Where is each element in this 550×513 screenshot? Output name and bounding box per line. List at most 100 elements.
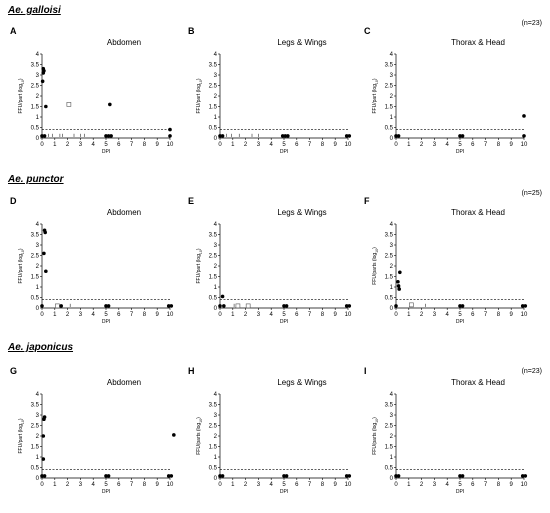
positive-point [108, 102, 112, 107]
x-tick-label: 6 [295, 312, 299, 318]
y-tick-label: 1 [214, 455, 218, 461]
panel-c: C Thorax & Head 0 0.5 1 1.5 2 2.5 3 3.5 4 0 1 2 3 4 5 6… [364, 26, 532, 155]
y-axis-label-close: ) [18, 248, 24, 250]
y-tick-label: 2 [390, 434, 394, 440]
scatter-plot: 0 0.5 1 1.5 2 2.5 3 3.5 4 0 1 2 3 4 5 6 7 8 9 10 DPI FFU/part… [196, 392, 352, 495]
y-tick-label: 4 [390, 52, 394, 58]
x-tick-label: 2 [66, 482, 70, 488]
y-axis-label: FFU/parts (log10) [372, 247, 379, 285]
x-tick-label: 10 [345, 312, 352, 318]
negative-point [59, 304, 63, 308]
positive-point [44, 104, 48, 109]
y-tick-label: 2.5 [209, 84, 218, 90]
x-tick-label: 7 [484, 482, 488, 488]
x-tick-label: 9 [156, 142, 160, 148]
x-tick-label: 4 [270, 482, 274, 488]
x-tick-label: 4 [270, 142, 274, 148]
x-tick-label: 6 [295, 142, 299, 148]
negative-point [222, 304, 226, 308]
x-tick-label: 1 [53, 482, 57, 488]
panel-title: Legs & Wings [277, 208, 327, 217]
x-tick-label: 2 [244, 142, 248, 148]
species-title-japonicus: Ae. japonicus [8, 342, 74, 353]
y-tick-label: 0.5 [385, 466, 394, 472]
open-square-point [245, 303, 251, 309]
x-tick-label: 3 [79, 482, 83, 488]
negative-point [460, 304, 465, 308]
negative-point [42, 134, 47, 138]
negative-point [40, 304, 44, 308]
y-tick-label: 3.5 [209, 63, 218, 69]
y-axis-label: FFU/parts (log10) [372, 417, 379, 455]
y-tick-label: 0 [390, 306, 394, 312]
positive-point [398, 270, 402, 275]
x-tick-label: 9 [334, 142, 338, 148]
positive-point [41, 71, 46, 75]
positive-point [43, 230, 47, 235]
x-tick-label: 3 [257, 482, 261, 488]
y-axis-label-main: FFU/part (log [18, 84, 24, 114]
x-tick-label: 10 [521, 312, 528, 318]
y-axis-label-main: FFU/part (log [196, 254, 202, 284]
open-square-point [409, 302, 414, 308]
y-tick-label: 0.5 [209, 466, 218, 472]
x-tick-label: 1 [53, 142, 57, 148]
x-axis-label: DPI [456, 489, 464, 495]
negative-point [218, 134, 222, 138]
x-tick-label: 10 [345, 482, 352, 488]
x-tick-label: 5 [104, 312, 108, 318]
x-tick-label: 10 [345, 142, 352, 148]
y-axis-label-sub: 10 [375, 249, 379, 253]
y-tick-label: 2.5 [31, 424, 40, 430]
panel-a: A Abdomen 0 0.5 1 1.5 2 2.5 3 3.5 4 0 1 2 3 4 5 6 7 8 9 10 D… [10, 26, 178, 155]
negative-point [169, 474, 174, 478]
y-tick-label: 3.5 [209, 403, 218, 409]
y-tick-label: 2.5 [209, 254, 218, 260]
negative-point [286, 134, 290, 138]
negative-point [218, 474, 222, 478]
x-tick-label: 0 [40, 482, 44, 488]
negative-point [344, 304, 349, 308]
negative-point [394, 134, 398, 138]
negative-point [284, 304, 289, 308]
y-axis-label-sub: 10 [199, 419, 203, 423]
x-axis-label: DPI [280, 149, 288, 155]
y-tick-label: 1.5 [31, 275, 40, 281]
positive-point [41, 434, 46, 438]
x-tick-label: 7 [130, 312, 134, 318]
x-tick-label: 6 [471, 142, 475, 148]
y-tick-label: 3 [36, 243, 40, 249]
x-tick-label: 0 [394, 142, 398, 148]
x-tick-label: 4 [446, 482, 450, 488]
scatter-plot: 0 0.5 1 1.5 2 2.5 3 3.5 4 0 1 2 3 4 5 6 7 8 9 10 DPI FFU/part… [18, 392, 176, 495]
y-axis-label-main: FFU/part (log [18, 424, 24, 454]
x-tick-label: 2 [66, 142, 70, 148]
x-tick-label: 0 [394, 482, 398, 488]
y-tick-label: 1.5 [385, 445, 394, 451]
panel-letter: E [188, 196, 195, 206]
negative-point [396, 474, 401, 478]
y-tick-label: 0 [214, 306, 218, 312]
x-tick-label: 5 [104, 482, 108, 488]
y-axis-label: FFU/part (log10) [18, 418, 25, 453]
y-tick-label: 0.5 [209, 126, 218, 132]
scatter-plot: 0 0.5 1 1.5 2 2.5 3 3.5 4 0 1 2 3 4 5 6 7 8 9 10 DPI FFU/part… [372, 52, 528, 155]
y-tick-label: 3.5 [31, 63, 40, 69]
scatter-plot: 0 0.5 1 1.5 2 2.5 3 3.5 4 0 1 2 3 4 5 6 7 8 9 10 DPI FFU/part… [372, 392, 528, 495]
y-tick-label: 2.5 [385, 254, 394, 260]
scatter-plot: 0 0.5 1 1.5 2 2.5 3 3.5 4 0 1 2 3 4 5 6 7 8 9 10 DPI FFU/part… [18, 52, 174, 155]
x-tick-label: 4 [92, 482, 96, 488]
y-tick-label: 4 [214, 52, 218, 58]
x-tick-label: 8 [497, 312, 501, 318]
x-tick-label: 0 [394, 312, 398, 318]
negative-point [458, 304, 462, 308]
panel-letter: C [364, 26, 371, 36]
y-tick-label: 4 [36, 52, 40, 58]
y-tick-label: 0.5 [31, 126, 40, 132]
x-tick-label: 3 [433, 312, 437, 318]
y-tick-label: 0.5 [385, 296, 394, 302]
x-tick-label: 8 [497, 142, 501, 148]
y-axis-label-close: ) [18, 418, 24, 420]
x-tick-label: 9 [156, 482, 160, 488]
y-tick-label: 0 [36, 476, 40, 482]
